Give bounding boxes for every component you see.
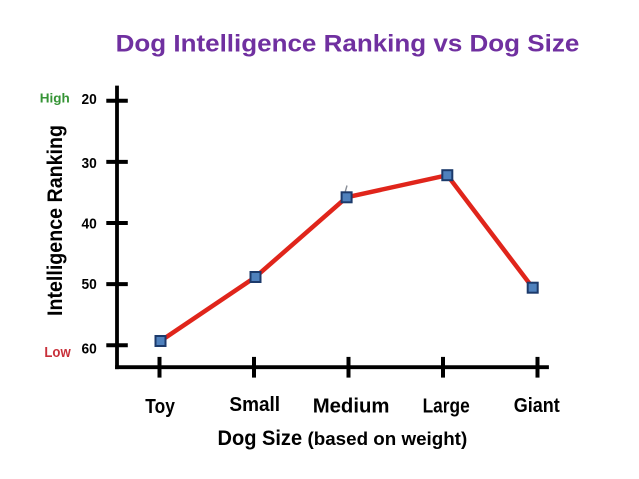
svg-text:Small: Small (229, 393, 280, 416)
svg-text:60: 60 (82, 342, 97, 358)
svg-text:Giant: Giant (514, 394, 560, 417)
svg-text:50: 50 (82, 277, 97, 293)
svg-text:Intelligence Ranking: Intelligence Ranking (43, 125, 67, 316)
svg-text:Low: Low (44, 345, 71, 361)
svg-text:Medium: Medium (313, 395, 390, 418)
svg-text:Dog Intelligence Ranking vs Do: Dog Intelligence Ranking vs Dog Size (116, 30, 580, 57)
svg-text:30: 30 (82, 156, 97, 172)
svg-text:40: 40 (82, 216, 97, 232)
svg-text:20: 20 (82, 92, 97, 108)
svg-text:Toy: Toy (145, 395, 175, 418)
svg-text:High: High (40, 91, 70, 106)
svg-text:Large: Large (423, 395, 470, 418)
svg-text:(based on weight): (based on weight) (308, 429, 468, 449)
svg-text:Dog Size: Dog Size (218, 427, 303, 450)
